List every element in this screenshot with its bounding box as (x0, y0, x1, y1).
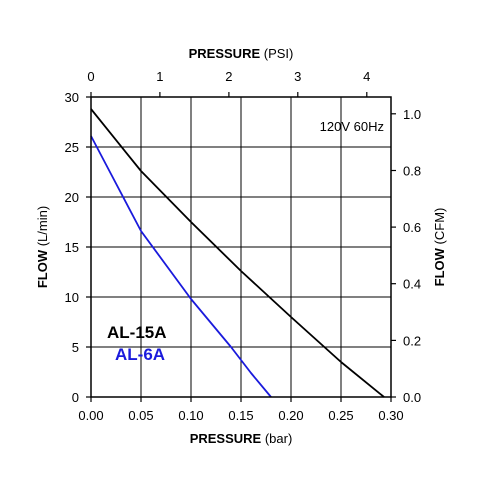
x-tick-label: 0.05 (128, 408, 153, 423)
x-tick-label: 0.25 (328, 408, 353, 423)
y-tick-label: 20 (65, 190, 79, 205)
tick-marks (86, 92, 396, 402)
y2-tick-label: 0.8 (403, 164, 421, 179)
y-tick-label: 15 (65, 240, 79, 255)
grid-lines (91, 97, 391, 397)
legend: AL-15A AL-6A (107, 323, 167, 364)
series-line-al-15a (90, 108, 385, 398)
series-line-al-6a (90, 135, 272, 398)
x2-tick-label: 4 (363, 69, 370, 84)
x-tick-label: 0.30 (378, 408, 403, 423)
x-tick-label: 0.15 (228, 408, 253, 423)
x-tick-label: 0.00 (78, 408, 103, 423)
y2-tick-label: 1.0 (403, 107, 421, 122)
right-axis-title: FLOW (CFM) (432, 208, 447, 287)
x2-tick-label: 1 (156, 69, 163, 84)
top-axis-title: PRESSURE (PSI) (189, 46, 294, 61)
legend-entry-al-15a: AL-15A (107, 323, 167, 342)
x-tick-label: 0.10 (178, 408, 203, 423)
x2-tick-label: 2 (225, 69, 232, 84)
y-tick-label: 0 (72, 390, 79, 405)
y-tick-label: 10 (65, 290, 79, 305)
y2-tick-label: 0.2 (403, 333, 421, 348)
tick-labels: 0.00 0.05 0.10 0.15 0.20 0.25 0.30051015202530… (65, 69, 422, 423)
y-tick-label: 30 (65, 90, 79, 105)
y2-tick-label: 0.4 (403, 277, 421, 292)
voltage-annotation: 120V 60Hz (320, 119, 384, 134)
series-layer (90, 108, 385, 398)
x-tick-label: 0.20 (278, 408, 303, 423)
bottom-axis-title: PRESSURE (bar) (190, 431, 293, 446)
y-tick-label: 25 (65, 140, 79, 155)
y2-tick-label: 0.0 (403, 390, 421, 405)
left-axis-title: FLOW (L/min) (35, 206, 50, 288)
legend-entry-al-6a: AL-6A (115, 345, 165, 364)
x2-tick-label: 3 (294, 69, 301, 84)
y-tick-label: 5 (72, 340, 79, 355)
y2-tick-label: 0.6 (403, 220, 421, 235)
x2-tick-label: 0 (87, 69, 94, 84)
